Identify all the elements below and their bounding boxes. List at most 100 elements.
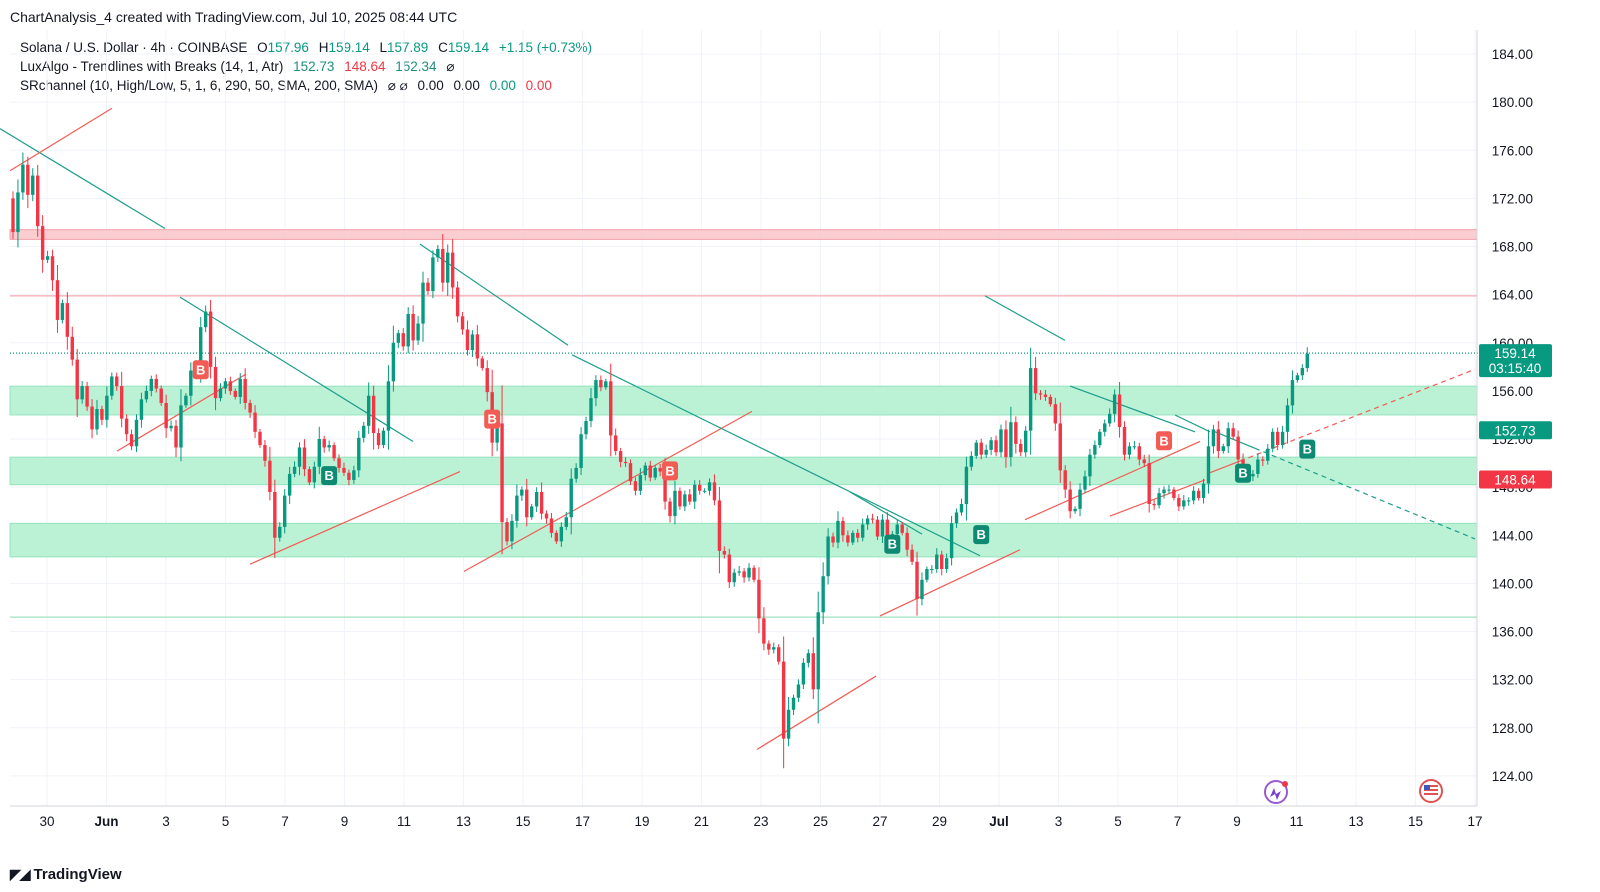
candle [727, 548, 731, 589]
candle-body [455, 287, 460, 317]
candle-body [16, 192, 20, 233]
time-tick-label: 17 [1467, 814, 1482, 829]
candle [416, 316, 420, 345]
time-tick-label: 11 [1289, 814, 1303, 829]
price-axis[interactable]: 184.00180.00176.00172.00168.00164.00160.… [1476, 30, 1533, 806]
marker-label: B [1303, 442, 1312, 457]
candle-body [203, 311, 208, 328]
candle-body [1251, 473, 1255, 477]
app-icons[interactable] [1264, 779, 1443, 804]
time-tick-label: 19 [634, 814, 649, 829]
chart-legend: Solana / U.S. Dollar · 4h · COINBASE O15… [20, 38, 592, 95]
candle [1300, 364, 1305, 380]
candle-body [1201, 483, 1206, 499]
candle-body [475, 334, 480, 359]
time-tick-label: 30 [39, 814, 54, 829]
price-tick-label: 176.00 [1492, 143, 1533, 158]
candle [1083, 470, 1087, 494]
candle-body [1182, 500, 1186, 507]
candle [515, 484, 519, 528]
time-axis[interactable]: 30 Jun 3 5 7 9 11 13 15 17 19 21 23 25 27 29 Jul 3 5 7 9 11 13… [10, 805, 1483, 829]
candle-body [510, 520, 514, 542]
candle [159, 385, 163, 406]
symbol-row[interactable]: Solana / U.S. Dollar · 4h · COINBASE O15… [20, 38, 592, 57]
candle-body [85, 386, 89, 407]
candle [846, 530, 850, 547]
candle [1004, 420, 1008, 468]
candle-body [480, 358, 484, 369]
candle [292, 461, 297, 478]
candle [1043, 389, 1048, 401]
candle-body [1112, 394, 1117, 414]
candle [70, 326, 74, 366]
badge-price: 159.14 [1494, 346, 1536, 361]
candle [954, 508, 959, 528]
indicator-row-srchannel[interactable]: SRchannel (10, High/Low, 5, 1, 6, 290, 5… [20, 76, 592, 95]
candle [747, 563, 751, 582]
candle-body [485, 368, 489, 393]
us-flag-icon[interactable] [1419, 779, 1443, 803]
candle [609, 363, 613, 457]
candle [154, 374, 158, 393]
price-tick-label: 184.00 [1492, 47, 1533, 62]
candle [510, 514, 514, 550]
candle [238, 373, 242, 404]
candle-body [1024, 430, 1028, 453]
candle-body [520, 489, 524, 496]
price-tick-label: 168.00 [1492, 240, 1533, 255]
candle-body [55, 280, 60, 320]
trend-line [1069, 385, 1196, 433]
candle [362, 421, 366, 443]
candle [1187, 497, 1191, 506]
candle [75, 348, 79, 417]
candle [549, 512, 554, 538]
candle-body [312, 466, 317, 483]
time-tick-label: 13 [1348, 814, 1363, 829]
candle [1019, 439, 1023, 457]
candle-body [396, 333, 401, 343]
candle-body [712, 482, 717, 501]
time-tick-label: 3 [162, 814, 170, 829]
trend-line [0, 128, 166, 230]
bullish-break-marker: B [884, 534, 901, 554]
candle [678, 487, 682, 510]
candle [332, 442, 336, 462]
candle-body [717, 500, 722, 551]
bearish-break-marker: B [662, 461, 679, 481]
candle [801, 658, 806, 690]
candle-body [258, 431, 262, 446]
candle [544, 510, 549, 524]
candle-body [352, 470, 356, 480]
candle [386, 365, 391, 450]
candle [648, 460, 652, 482]
candle-body [307, 469, 312, 483]
candle [11, 191, 15, 240]
candle [717, 486, 722, 574]
candle-body [702, 490, 707, 492]
sr-value-4: 0.00 [525, 78, 552, 93]
candle-body [446, 252, 450, 283]
candle [1266, 444, 1270, 465]
candle-body [500, 423, 504, 523]
candle [31, 168, 35, 202]
marker-label: B [196, 362, 205, 377]
chart-header-title: ChartAnalysis_4 created with TradingView… [10, 9, 458, 25]
candle-body [860, 524, 865, 538]
candle [283, 489, 287, 534]
candle-body [554, 532, 559, 542]
candle [959, 498, 964, 516]
candle [870, 513, 875, 524]
candle [1038, 390, 1043, 400]
time-tick-label: Jul [989, 814, 1009, 829]
candle-body [1211, 429, 1216, 447]
sparkle-icon[interactable] [1264, 780, 1288, 804]
candle-body [90, 406, 94, 430]
tradingview-brand[interactable]: ◤◢ TradingView [10, 866, 122, 883]
indicator-row-trendlines[interactable]: LuxAlgo - Trendlines with Breaks (14, 1,… [20, 57, 592, 76]
candle [781, 636, 786, 769]
candle-body [50, 256, 55, 281]
candle [940, 550, 944, 576]
candle-body [539, 491, 544, 514]
